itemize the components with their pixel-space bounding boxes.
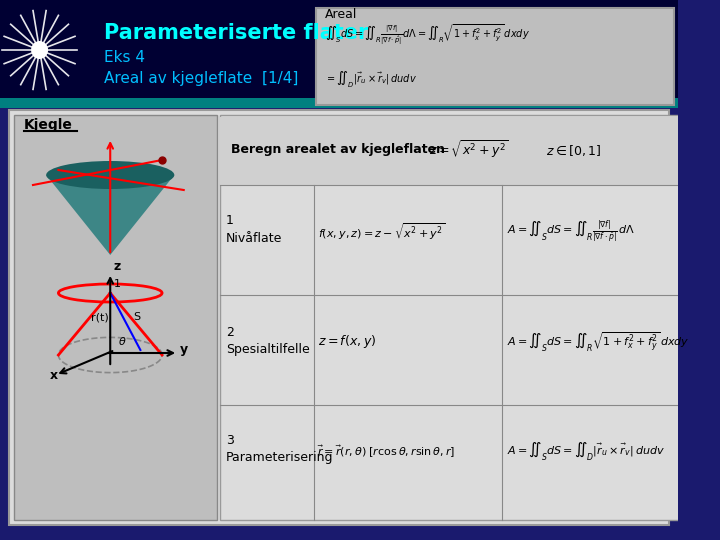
- FancyBboxPatch shape: [14, 115, 217, 520]
- FancyBboxPatch shape: [315, 8, 674, 105]
- Text: $\theta$: $\theta$: [118, 335, 127, 347]
- Text: Parameterisering: Parameterisering: [226, 451, 333, 464]
- FancyBboxPatch shape: [0, 98, 678, 108]
- Text: Nivåflate: Nivåflate: [226, 232, 282, 245]
- FancyBboxPatch shape: [220, 117, 683, 185]
- Text: $z=\sqrt{x^2+y^2}$: $z=\sqrt{x^2+y^2}$: [428, 139, 508, 161]
- Text: $f(x,y,z)=z-\sqrt{x^2+y^2}$: $f(x,y,z)=z-\sqrt{x^2+y^2}$: [318, 221, 446, 242]
- Text: x: x: [50, 369, 58, 382]
- Text: $=\iint_D|\vec{r}_u\times\vec{r}_v|\,dudv$: $=\iint_D|\vec{r}_u\times\vec{r}_v|\,dud…: [325, 70, 417, 90]
- Ellipse shape: [46, 161, 174, 189]
- Text: Beregn arealet av kjegleflaten: Beregn arealet av kjegleflaten: [231, 144, 445, 157]
- Text: Parameteriserte flater: Parameteriserte flater: [104, 23, 368, 43]
- Text: $A=\iint_S dS=\iint_R \sqrt{1+f_x^{2}+f_y^{2}}\,dxdy$: $A=\iint_S dS=\iint_R \sqrt{1+f_x^{2}+f_…: [507, 330, 690, 354]
- Text: y: y: [180, 343, 188, 356]
- FancyBboxPatch shape: [9, 110, 669, 525]
- Text: r(t): r(t): [91, 312, 109, 322]
- Text: 2: 2: [226, 326, 234, 339]
- Polygon shape: [46, 175, 174, 255]
- Text: $A=\iint_S dS=\iint_R \frac{|\nabla f|}{|\nabla f\cdot\hat{p}|}\,d\Lambda$: $A=\iint_S dS=\iint_R \frac{|\nabla f|}{…: [507, 218, 635, 246]
- Text: $A=\iint_S dS=\iint_D |\vec{r}_u\times\vec{r}_v|\,dudv$: $A=\iint_S dS=\iint_D |\vec{r}_u\times\v…: [507, 441, 665, 463]
- FancyBboxPatch shape: [220, 115, 683, 520]
- Text: $z=f(x,y)$: $z=f(x,y)$: [318, 334, 377, 350]
- Text: 1: 1: [114, 279, 121, 289]
- Text: z: z: [113, 260, 120, 273]
- Text: Areal: Areal: [325, 9, 357, 22]
- Text: 3: 3: [226, 434, 234, 447]
- Text: S: S: [133, 312, 140, 322]
- Text: 1: 1: [226, 213, 234, 226]
- FancyBboxPatch shape: [0, 0, 678, 100]
- Text: $z\in[0,1]$: $z\in[0,1]$: [546, 143, 602, 158]
- Circle shape: [31, 41, 48, 59]
- Text: Eks 4: Eks 4: [104, 50, 145, 64]
- Text: Kjegle: Kjegle: [24, 118, 73, 132]
- Text: $\iint_S dS=\iint_R \frac{|\nabla f|}{|\nabla f\cdot\hat{p}|}d\Lambda=\iint_R\sq: $\iint_S dS=\iint_R \frac{|\nabla f|}{|\…: [325, 23, 530, 48]
- Text: $\vec{r}=\vec{r}(r,\theta)\;[r\cos\theta,r\sin\theta,r]$: $\vec{r}=\vec{r}(r,\theta)\;[r\cos\theta…: [317, 444, 455, 460]
- Text: Spesialtilfelle: Spesialtilfelle: [226, 343, 310, 356]
- Text: Areal av kjegleflate  [1/4]: Areal av kjegleflate [1/4]: [104, 71, 298, 85]
